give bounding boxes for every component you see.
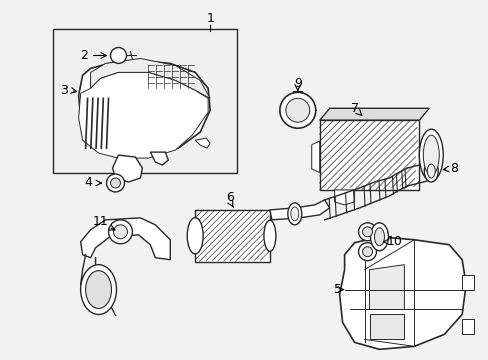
Polygon shape: [269, 200, 329, 220]
Ellipse shape: [290, 207, 298, 221]
Ellipse shape: [419, 129, 442, 181]
Polygon shape: [112, 155, 142, 182]
Text: 7: 7: [350, 102, 358, 115]
Circle shape: [358, 243, 376, 261]
Text: 6: 6: [225, 192, 234, 204]
Circle shape: [110, 178, 120, 188]
Text: 4: 4: [84, 176, 92, 189]
Polygon shape: [461, 275, 473, 289]
Ellipse shape: [370, 223, 387, 251]
Circle shape: [108, 220, 132, 244]
Text: 10: 10: [386, 235, 402, 248]
Polygon shape: [79, 72, 208, 158]
Bar: [53, 28, 237, 173]
Polygon shape: [150, 152, 168, 165]
Polygon shape: [339, 237, 465, 349]
Circle shape: [110, 48, 126, 63]
Text: 3: 3: [60, 84, 67, 97]
Ellipse shape: [187, 218, 203, 254]
Polygon shape: [461, 319, 473, 334]
Polygon shape: [369, 315, 404, 339]
Text: 2: 2: [80, 49, 87, 62]
Text: 11: 11: [93, 215, 108, 228]
Polygon shape: [369, 265, 404, 310]
Ellipse shape: [264, 220, 275, 251]
Circle shape: [113, 225, 127, 239]
Circle shape: [285, 98, 309, 122]
Circle shape: [358, 223, 376, 241]
Circle shape: [279, 92, 315, 128]
Text: 8: 8: [449, 162, 457, 175]
Polygon shape: [79, 60, 210, 155]
Circle shape: [106, 174, 124, 192]
Polygon shape: [311, 141, 319, 172]
Text: 5: 5: [333, 283, 341, 296]
Polygon shape: [334, 190, 354, 205]
Ellipse shape: [287, 203, 301, 225]
Polygon shape: [319, 108, 428, 120]
Ellipse shape: [423, 135, 438, 175]
Circle shape: [362, 247, 372, 257]
Ellipse shape: [424, 160, 437, 182]
Ellipse shape: [427, 164, 434, 178]
Polygon shape: [319, 120, 419, 190]
Ellipse shape: [81, 265, 116, 315]
Polygon shape: [90, 58, 210, 98]
Ellipse shape: [374, 228, 384, 246]
Ellipse shape: [85, 271, 111, 309]
Circle shape: [362, 227, 372, 237]
Polygon shape: [195, 210, 269, 262]
Polygon shape: [195, 138, 210, 148]
Text: 9: 9: [293, 77, 301, 90]
Text: 1: 1: [206, 12, 214, 25]
Polygon shape: [81, 218, 170, 260]
